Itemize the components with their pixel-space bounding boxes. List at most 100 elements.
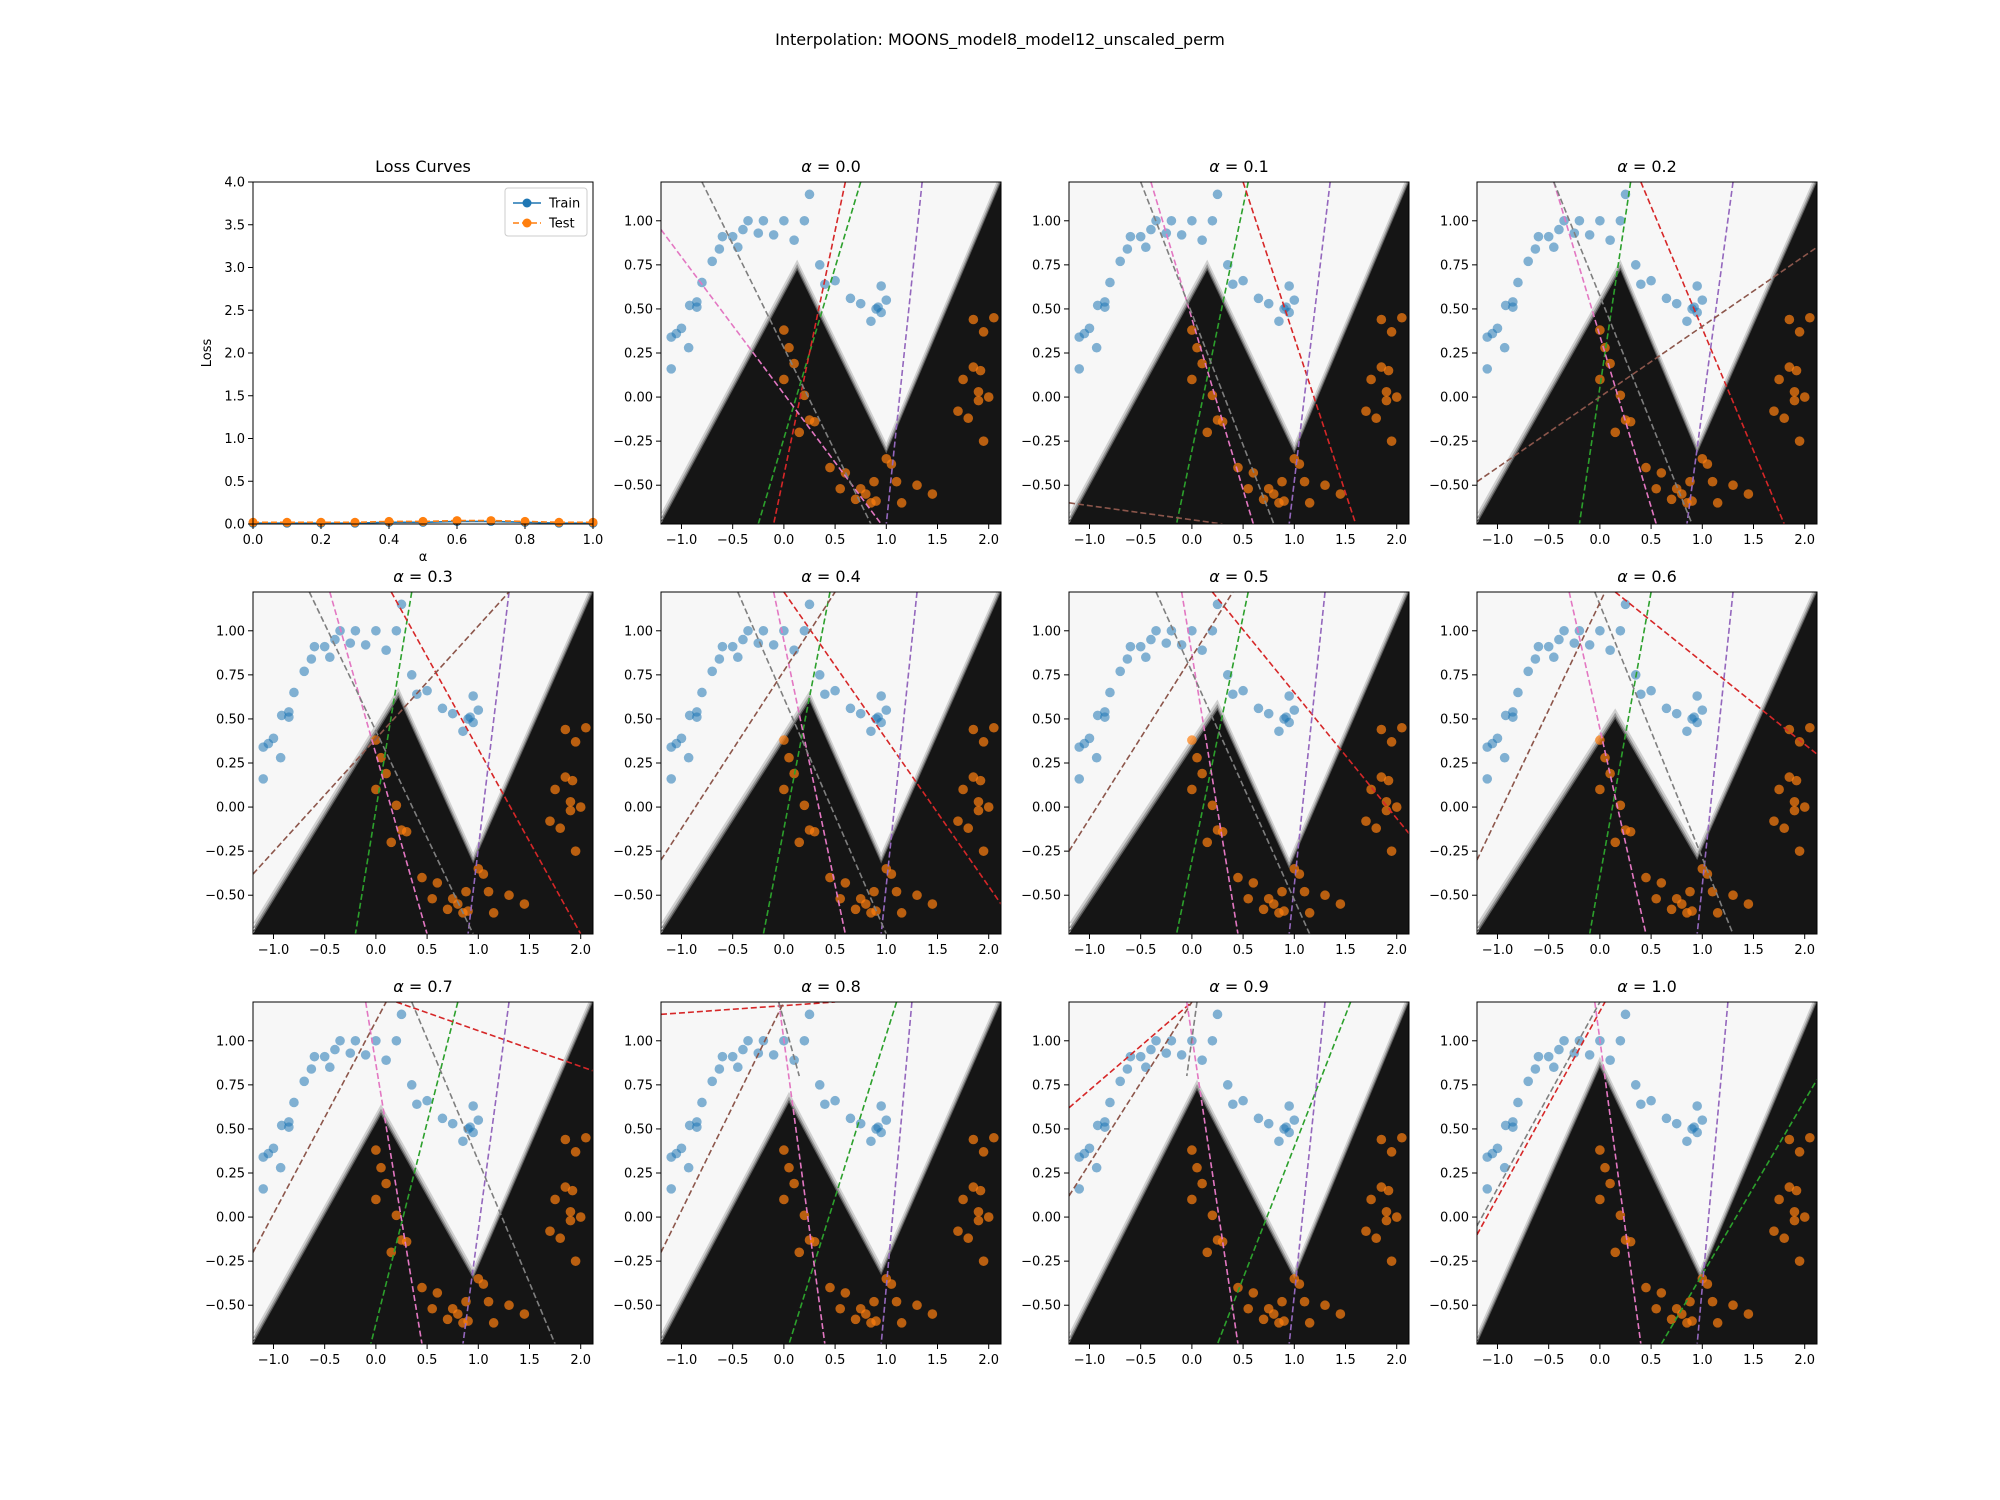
train-point — [1135, 1051, 1146, 1062]
panel-title: α = 0.6 — [1617, 567, 1677, 586]
train-point — [738, 1044, 748, 1055]
train-point — [1263, 708, 1274, 719]
alpha-symbol: α — [1209, 567, 1220, 586]
x-tick-label: 0.0 — [1590, 533, 1611, 548]
test-point — [1794, 1147, 1805, 1157]
test-point — [570, 1256, 581, 1266]
test-point — [1361, 406, 1371, 416]
y-tick-label: −0.25 — [1021, 845, 1061, 860]
train-point — [1228, 689, 1238, 700]
train-point — [1500, 300, 1511, 311]
test-point — [1769, 1226, 1779, 1236]
y-tick-label: 0.00 — [624, 1211, 653, 1226]
train-point — [1084, 733, 1095, 744]
test-point — [1743, 489, 1754, 499]
test-point — [1202, 837, 1213, 848]
alpha-value: = 1.0 — [1628, 977, 1677, 996]
hidden-unit-line — [1216, 1002, 1352, 1344]
train-point — [1253, 1113, 1264, 1124]
x-tick-label: −0.5 — [309, 943, 341, 958]
train-point — [1499, 752, 1510, 763]
test-point — [1383, 1185, 1394, 1196]
test-point — [417, 1282, 427, 1293]
test-point — [1743, 1309, 1754, 1319]
test-point — [1279, 496, 1289, 506]
test-point — [978, 1147, 989, 1157]
decision-panel-alpha-0-5: −1.0 −0.5 0.0 0.5 1.0 1.5 2.0 −0.50 −0.25 0.00 0.2… — [1021, 567, 1410, 958]
y-tick-label: 0.75 — [1032, 1078, 1061, 1093]
test-point — [1376, 1134, 1387, 1145]
x-tick-label: −1.0 — [1482, 943, 1514, 958]
y-tick-label: 0.25 — [216, 757, 245, 772]
test-point — [973, 1215, 984, 1226]
y-tick-label: 0.25 — [624, 347, 653, 362]
train-point — [1092, 1120, 1103, 1131]
train-point — [707, 256, 718, 267]
test-point — [1789, 805, 1800, 816]
test-point — [376, 1162, 386, 1173]
x-tick-label: 1.5 — [1335, 533, 1356, 548]
x-tick-label: −0.5 — [1125, 1353, 1157, 1368]
test-point — [565, 1206, 576, 1217]
decision-panel-alpha-0-0: −1.0 −0.5 0.0 0.5 1.0 1.5 2.0 −0.50 −0.25 0.00 0.2… — [613, 157, 1002, 548]
train-point — [1646, 275, 1656, 286]
train-point — [1697, 705, 1708, 715]
loss-curves-panel: 0.0 0.2 0.4 0.6 0.8 1.0 0.0 0.5 1.0 1.5 2.0 2.5 3.0 3… — [200, 157, 603, 565]
y-tick-label: 0.50 — [216, 1122, 245, 1137]
x-tick-label: −1.0 — [1074, 533, 1106, 548]
alpha-symbol: α — [1617, 567, 1628, 586]
alpha-value: = 0.0 — [812, 157, 861, 176]
alpha-symbol: α — [801, 977, 812, 996]
train-point — [306, 1064, 317, 1074]
x-tick-label: −0.5 — [717, 943, 749, 958]
test-point — [1386, 436, 1397, 446]
hidden-unit-line — [737, 592, 888, 934]
train-point — [1482, 364, 1493, 374]
test-point — [886, 459, 897, 469]
y-tick-label: 1.00 — [216, 1034, 245, 1049]
test-point — [886, 869, 897, 879]
test-point — [1656, 1288, 1667, 1298]
test-point — [1371, 1233, 1382, 1244]
hidden-unit-line — [1593, 1002, 1642, 1344]
y-tick-label: −0.25 — [1429, 435, 1469, 450]
legend-marker-train — [522, 198, 532, 208]
x-tick-label: 1.5 — [519, 943, 540, 958]
y-tick-label: −0.50 — [1021, 1299, 1061, 1314]
x-tick-label: 0.0 — [774, 1353, 795, 1368]
test-point — [1610, 1247, 1621, 1258]
test-point — [1320, 1300, 1330, 1311]
y-tick-label: 0.25 — [1440, 1167, 1469, 1182]
test-point — [1233, 462, 1243, 473]
test-point — [779, 374, 789, 385]
test-point — [560, 1182, 571, 1192]
x-tick-label: −1.0 — [1482, 1353, 1514, 1368]
test-point — [567, 775, 578, 786]
test-point — [1386, 1147, 1397, 1157]
y-tick-label: 0.25 — [1440, 347, 1469, 362]
test-point — [550, 784, 560, 795]
train-point — [1595, 625, 1605, 636]
test-point — [570, 737, 581, 747]
test-point — [958, 374, 968, 385]
hidden-unit-line — [1696, 592, 1734, 934]
x-tick-label: 0.2 — [311, 533, 332, 548]
test-point — [1243, 893, 1254, 904]
decision-panel-alpha-0-1: −1.0 −0.5 0.0 0.5 1.0 1.5 2.0 −0.50 −0.25 0.00 0.2… — [1021, 157, 1410, 548]
x-tick-label: 1.0 — [1284, 533, 1305, 548]
y-tick-label: −0.50 — [613, 889, 653, 904]
train-point — [1105, 277, 1115, 288]
alpha-symbol: α — [1209, 157, 1220, 176]
test-point — [963, 823, 974, 834]
train-point — [1166, 215, 1177, 226]
hidden-unit-line — [1069, 1002, 1193, 1197]
x-tick-label: 1.0 — [876, 943, 897, 958]
x-tick-label: −0.5 — [309, 1353, 341, 1368]
train-point — [276, 1120, 287, 1131]
test-point — [1376, 362, 1387, 372]
test-point — [1335, 489, 1346, 499]
train-point — [733, 652, 743, 663]
test-point — [504, 890, 514, 901]
train-point — [412, 1099, 422, 1110]
